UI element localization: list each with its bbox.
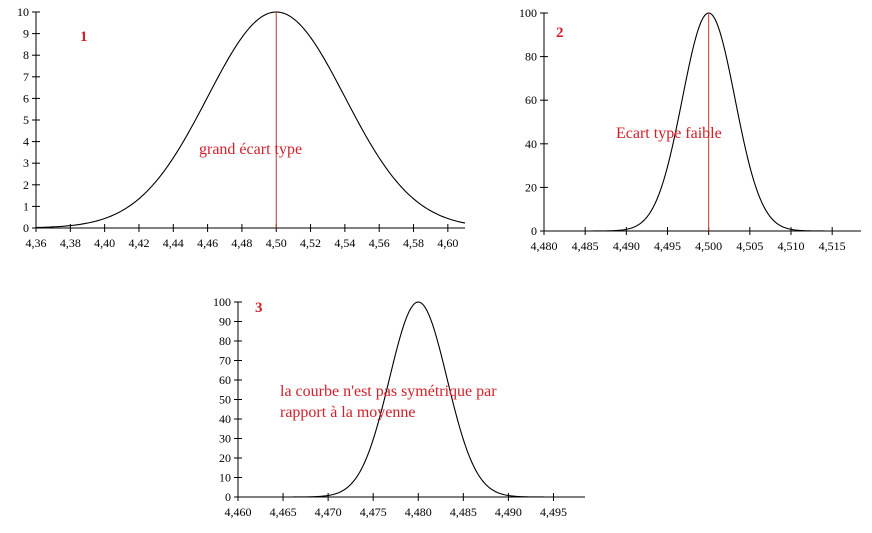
chart-1-annotation: grand écart type: [199, 141, 302, 158]
chart-1-x-tick-label: 4,44: [163, 236, 184, 250]
chart-3-x-tick-label: 4,460: [225, 505, 252, 519]
chart-2-y-tick-label: 60: [525, 93, 537, 107]
chart-3-x-tick-label: 4,495: [540, 505, 567, 519]
chart-1-y-tick-label: 9: [23, 27, 29, 41]
chart-2-annotation: Ecart type faible: [616, 125, 722, 142]
chart-1-x-tick-label: 4,40: [94, 236, 115, 250]
chart-2-y-tick-label: 20: [525, 180, 537, 194]
chart-2-x-tick-label: 4,495: [654, 239, 681, 253]
chart-1-x-tick-label: 4,36: [26, 236, 47, 250]
chart-2-x-tick-label: 4,480: [531, 239, 558, 253]
chart-1-y-tick-label: 5: [23, 113, 29, 127]
chart-3-y-tick-label: 80: [219, 334, 231, 348]
chart-3-x-tick-label: 4,470: [315, 505, 342, 519]
chart-2-y-tick-label: 0: [531, 224, 537, 238]
chart-2-x-tick-label: 4,510: [778, 239, 805, 253]
chart-3-x-tick-label: 4,480: [405, 505, 432, 519]
chart-3-y-tick-label: 10: [219, 471, 231, 485]
chart-1-y-axis: 0 1 2 3 4 5 6 7 8 9 10: [17, 5, 40, 235]
chart-3-y-axis: 0 10 20 30 40 50 60 70 80 90 100: [213, 295, 242, 504]
chart-1-y-tick-label: 10: [17, 5, 29, 19]
chart-3-annotation-line-1: la courbe n'est pas symétrique par: [280, 383, 497, 400]
chart-2-x-tick-label: 4,490: [613, 239, 640, 253]
chart-3-y-tick-label: 50: [219, 393, 231, 407]
chart-2-number: 2: [556, 25, 564, 41]
chart-3-x-tick-label: 4,490: [495, 505, 522, 519]
chart-2-x-tick-label: 4,515: [819, 239, 846, 253]
chart-1-y-tick-label: 3: [23, 156, 29, 170]
chart-1-x-tick-label: 4,48: [231, 236, 252, 250]
chart-3-y-tick-label: 60: [219, 373, 231, 387]
chart-1-number: 1: [80, 29, 88, 45]
chart-1-x-tick-label: 4,56: [369, 236, 390, 250]
chart-3-y-tick-label: 100: [213, 295, 231, 309]
chart-3-y-tick-label: 20: [219, 451, 231, 465]
chart-2-y-tick-label: 80: [525, 50, 537, 64]
chart-3: 0 10 20 30 40 50 60 70 80 90 100 4,460 4,465 4,470 4,…: [213, 295, 585, 519]
chart-1-x-tick-label: 4,42: [128, 236, 149, 250]
chart-1-y-tick-label: 7: [23, 70, 29, 84]
chart-1-curve: [35, 11, 466, 229]
chart-1-x-tick-label: 4,50: [266, 236, 287, 250]
chart-3-y-tick-label: 40: [219, 412, 231, 426]
chart-1-x-tick-label: 4,38: [60, 236, 81, 250]
chart-1-y-tick-label: 8: [23, 48, 29, 62]
chart-1-y-tick-label: 6: [23, 91, 29, 105]
chart-1-y-tick-label: 1: [23, 199, 29, 213]
chart-2-y-axis: 0 20 40 60 80 100: [519, 6, 548, 238]
chart-3-number: 3: [255, 300, 263, 316]
chart-1-x-tick-label: 4,52: [300, 236, 321, 250]
chart-3-y-tick-label: 0: [225, 490, 231, 504]
chart-3-curve: [283, 301, 554, 498]
chart-2-y-tick-label: 100: [519, 6, 537, 20]
chart-1-x-tick-label: 4,54: [334, 236, 355, 250]
chart-3-y-tick-label: 30: [219, 432, 231, 446]
chart-1: 0 1 2 3 4 5 6 7 8 9 10 4,36 4,38 4,40 4,42 4,44 4,46 4,4…: [17, 5, 466, 250]
chart-2-x-tick-label: 4,505: [736, 239, 763, 253]
chart-3-y-tick-label: 70: [219, 354, 231, 368]
chart-1-x-axis: 4,36 4,38 4,40 4,42 4,44 4,46 4,48 4,50 4,52 4,54…: [26, 224, 465, 250]
chart-1-x-tick-label: 4,58: [403, 236, 424, 250]
chart-2-x-axis: 4,480 4,485 4,490 4,495 4,500 4,505 4,510 4,515: [531, 227, 861, 253]
chart-2-y-tick-label: 40: [525, 137, 537, 151]
chart-2-marks: [585, 12, 833, 232]
chart-1-x-tick-label: 4,46: [197, 236, 218, 250]
chart-1-y-tick-label: 4: [23, 135, 29, 149]
chart-2-x-tick-label: 4,485: [572, 239, 599, 253]
chart-1-y-tick-label: 0: [23, 221, 29, 235]
chart-3-annotation-line-2: rapport à la moyenne: [280, 404, 416, 421]
chart-1-marks: [35, 11, 466, 229]
chart-3-marks: [283, 301, 554, 498]
chart-3-x-tick-label: 4,485: [450, 505, 477, 519]
chart-3-x-tick-label: 4,475: [360, 505, 387, 519]
chart-1-x-tick-label: 4,60: [437, 236, 458, 250]
chart-3-x-tick-label: 4,465: [270, 505, 297, 519]
chart-3-y-tick-label: 90: [219, 315, 231, 329]
chart-1-y-tick-label: 2: [23, 178, 29, 192]
chart-2-x-tick-label: 4,500: [695, 239, 722, 253]
